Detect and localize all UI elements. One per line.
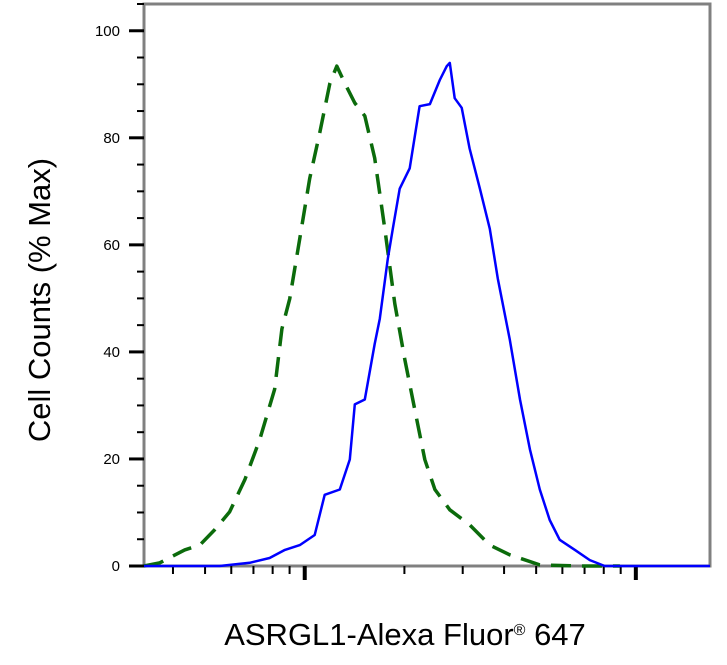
y-tick-label: 20 <box>103 451 120 468</box>
registered-mark: ® <box>514 622 526 639</box>
y-axis-title: Cell Counts (% Max) <box>22 158 57 442</box>
sample-curve <box>144 61 710 568</box>
isotype-control-curve <box>143 64 620 568</box>
y-tick-label: 0 <box>112 558 120 575</box>
x-axis-title-suffix: 647 <box>525 617 585 652</box>
plot-frame <box>142 2 712 568</box>
y-tick-label: 80 <box>103 130 120 147</box>
x-axis-title: ASRGL1-Alexa Fluor® 647 <box>224 617 586 652</box>
y-tick-label: 40 <box>103 344 120 361</box>
y-tick-label: 60 <box>103 237 120 254</box>
y-tick-label: 100 <box>95 23 120 40</box>
plot-border <box>142 2 712 568</box>
series-group <box>143 61 710 568</box>
x-axis-title-main: ASRGL1-Alexa Fluor <box>224 617 513 652</box>
x-axis <box>171 566 638 580</box>
y-axis: 0 20 40 60 80 100 <box>95 3 144 575</box>
